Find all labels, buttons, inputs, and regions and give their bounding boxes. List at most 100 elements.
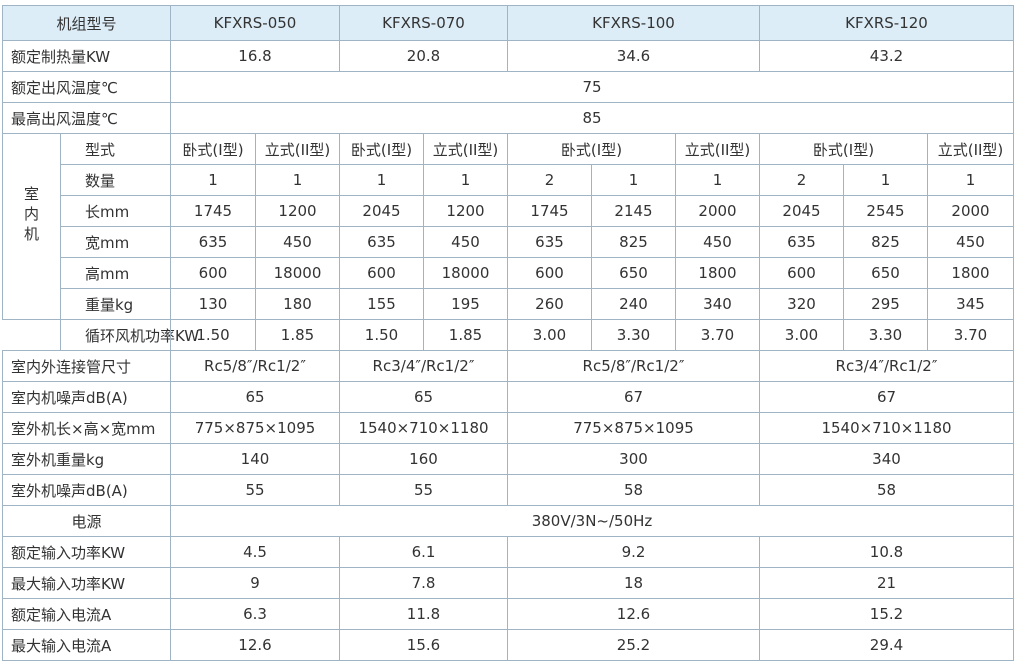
value-cell: 立式(II型) xyxy=(423,133,508,165)
value-cell: 450 xyxy=(675,226,760,258)
value-cell: 650 xyxy=(843,257,928,289)
value-cell: 1 xyxy=(255,164,340,196)
value-cell: 1745 xyxy=(170,195,256,227)
value-cell: 635 xyxy=(759,226,844,258)
value-cell: 29.4 xyxy=(759,629,1014,661)
model-header: KFXRS-100 xyxy=(507,5,760,41)
value-cell: 635 xyxy=(507,226,592,258)
value-cell: 18000 xyxy=(255,257,340,289)
value-cell: 20.8 xyxy=(339,40,508,72)
value-cell: 825 xyxy=(591,226,676,258)
value-cell: 2045 xyxy=(339,195,424,227)
value-cell: 1 xyxy=(170,164,256,196)
row-label: 电源 xyxy=(2,505,171,537)
value-cell: 130 xyxy=(170,288,256,320)
row-label: 数量 xyxy=(60,164,171,196)
row-label: 室外机重量kg xyxy=(2,443,171,475)
model-header: KFXRS-120 xyxy=(759,5,1014,41)
value-cell: 635 xyxy=(339,226,424,258)
value-cell: 600 xyxy=(507,257,592,289)
value-cell: 3.00 xyxy=(507,319,592,351)
row-label: 室内机噪声dB(A) xyxy=(2,381,171,413)
value-cell: 58 xyxy=(759,474,1014,506)
value-cell: 295 xyxy=(843,288,928,320)
value-cell: 1200 xyxy=(423,195,508,227)
value-cell: 11.8 xyxy=(339,598,508,630)
value-cell: 55 xyxy=(170,474,340,506)
value-cell: 25.2 xyxy=(507,629,760,661)
value-cell: 2045 xyxy=(759,195,844,227)
value-cell: 260 xyxy=(507,288,592,320)
value-cell: Rc5/8″/Rc1/2″ xyxy=(170,350,340,382)
row-label: 额定出风温度℃ xyxy=(2,71,171,103)
value-cell: 1 xyxy=(339,164,424,196)
value-cell: 1800 xyxy=(927,257,1014,289)
value-cell: 卧式(I型) xyxy=(759,133,928,165)
value-cell: 4.5 xyxy=(170,536,340,568)
value-cell: 3.70 xyxy=(675,319,760,351)
value-cell: 9 xyxy=(170,567,340,599)
value-cell: 2000 xyxy=(675,195,760,227)
value-cell: 635 xyxy=(170,226,256,258)
value-cell: 18 xyxy=(507,567,760,599)
value-cell: 立式(II型) xyxy=(675,133,760,165)
value-cell: 1 xyxy=(423,164,508,196)
row-label: 最高出风温度℃ xyxy=(2,102,171,134)
value-cell: 345 xyxy=(927,288,1014,320)
value-cell: 2 xyxy=(507,164,592,196)
row-label: 循环风机功率KW xyxy=(60,319,199,351)
value-cell: 140 xyxy=(170,443,340,475)
value-cell: 1200 xyxy=(255,195,340,227)
indoor-group-label: 室内机 xyxy=(2,133,61,320)
value-cell: 600 xyxy=(759,257,844,289)
value-cell: 立式(II型) xyxy=(927,133,1014,165)
row-label: 室外机长×高×宽mm xyxy=(2,412,171,444)
value-cell: 1 xyxy=(927,164,1014,196)
value-cell: 1.85 xyxy=(255,319,340,351)
value-cell: 2 xyxy=(759,164,844,196)
value-cell: Rc5/8″/Rc1/2″ xyxy=(507,350,760,382)
value-cell: Rc3/4″/Rc1/2″ xyxy=(759,350,1014,382)
value-cell: 15.6 xyxy=(339,629,508,661)
row-label: 高mm xyxy=(60,257,171,289)
value-cell: 160 xyxy=(339,443,508,475)
value-cell: 9.2 xyxy=(507,536,760,568)
row-label: 型式 xyxy=(60,133,171,165)
value-cell: 67 xyxy=(759,381,1014,413)
value-cell: 2545 xyxy=(843,195,928,227)
value-cell: Rc3/4″/Rc1/2″ xyxy=(339,350,508,382)
value-cell: 600 xyxy=(170,257,256,289)
value-cell: 1540×710×1180 xyxy=(759,412,1014,444)
row-label: 室外机噪声dB(A) xyxy=(2,474,171,506)
value-cell: 1.50 xyxy=(170,319,256,351)
value-cell: 12.6 xyxy=(507,598,760,630)
model-header: KFXRS-070 xyxy=(339,5,508,41)
value-cell: 21 xyxy=(759,567,1014,599)
value-cell: 1745 xyxy=(507,195,592,227)
value-cell: 3.70 xyxy=(927,319,1014,351)
value-cell: 55 xyxy=(339,474,508,506)
row-label: 重量kg xyxy=(60,288,171,320)
value-cell: 1800 xyxy=(675,257,760,289)
value-cell: 600 xyxy=(339,257,424,289)
row-label: 额定输入电流A xyxy=(2,598,171,630)
value-cell: 320 xyxy=(759,288,844,320)
value-cell: 1.85 xyxy=(423,319,508,351)
value-cell: 650 xyxy=(591,257,676,289)
value-cell: 300 xyxy=(507,443,760,475)
value-cell: 3.00 xyxy=(759,319,844,351)
row-label: 室内外连接管尺寸 xyxy=(2,350,171,382)
value-cell: 卧式(I型) xyxy=(170,133,256,165)
value-cell: 450 xyxy=(927,226,1014,258)
value-cell: 1 xyxy=(591,164,676,196)
value-cell: 1.50 xyxy=(339,319,424,351)
value-cell: 卧式(I型) xyxy=(507,133,676,165)
value-cell: 7.8 xyxy=(339,567,508,599)
value-cell: 卧式(I型) xyxy=(339,133,424,165)
value-cell: 67 xyxy=(507,381,760,413)
value-cell: 65 xyxy=(339,381,508,413)
row-label: 长mm xyxy=(60,195,171,227)
value-cell: 16.8 xyxy=(170,40,340,72)
value-cell: 12.6 xyxy=(170,629,340,661)
